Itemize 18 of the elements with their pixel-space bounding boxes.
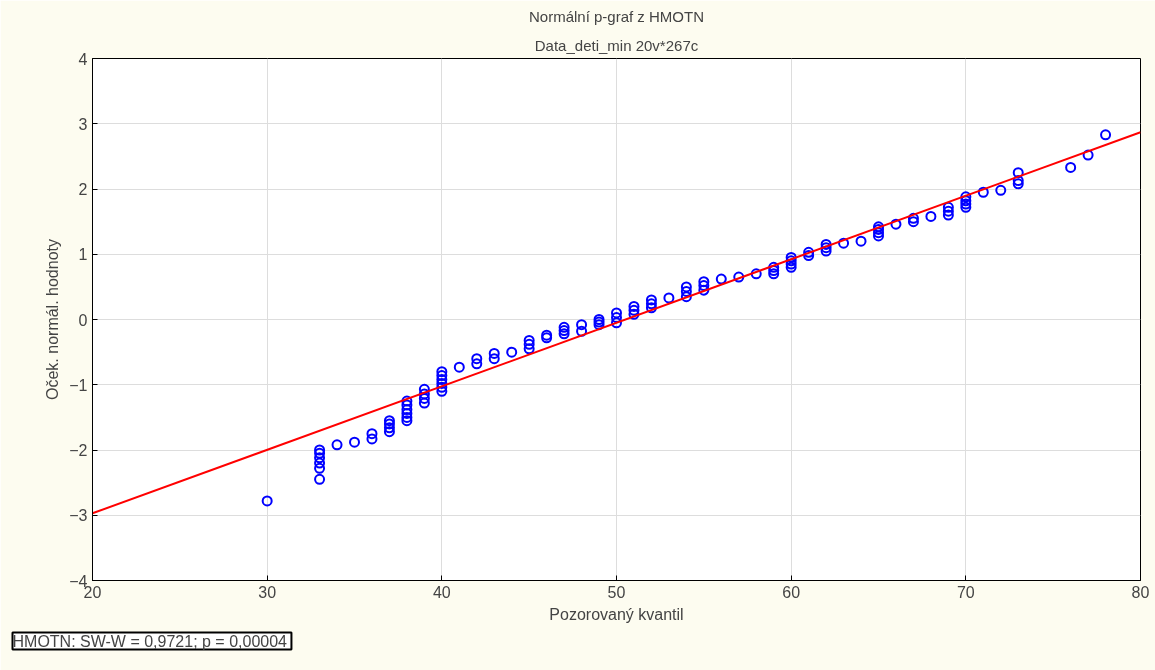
x-tick-label: 70 (956, 583, 975, 601)
x-tick-label: 80 (1131, 583, 1150, 601)
y-tick-label: 4 (78, 50, 88, 68)
x-tick-label: 60 (782, 583, 801, 601)
x-axis-title: Pozorovaný kvantil (549, 605, 684, 623)
y-tick-label: −3 (69, 507, 88, 525)
y-tick-label: −2 (69, 442, 88, 459)
x-tick-label: 30 (258, 583, 277, 601)
chart-subtitle: Data_deti_min 20v*267c (534, 36, 699, 54)
y-axis-title: Oček. normál. hodnoty (44, 239, 62, 400)
x-tick-label: 50 (607, 583, 626, 601)
chart-title: Normální p-graf z HMOTN (528, 7, 705, 25)
y-tick-label: 3 (78, 115, 88, 133)
y-tick-label: 0 (78, 311, 88, 329)
y-tick-label: −1 (69, 376, 88, 394)
x-tick-label: 40 (432, 583, 451, 601)
y-tick-label: 1 (78, 246, 88, 264)
y-tick-label: 2 (78, 181, 88, 198)
